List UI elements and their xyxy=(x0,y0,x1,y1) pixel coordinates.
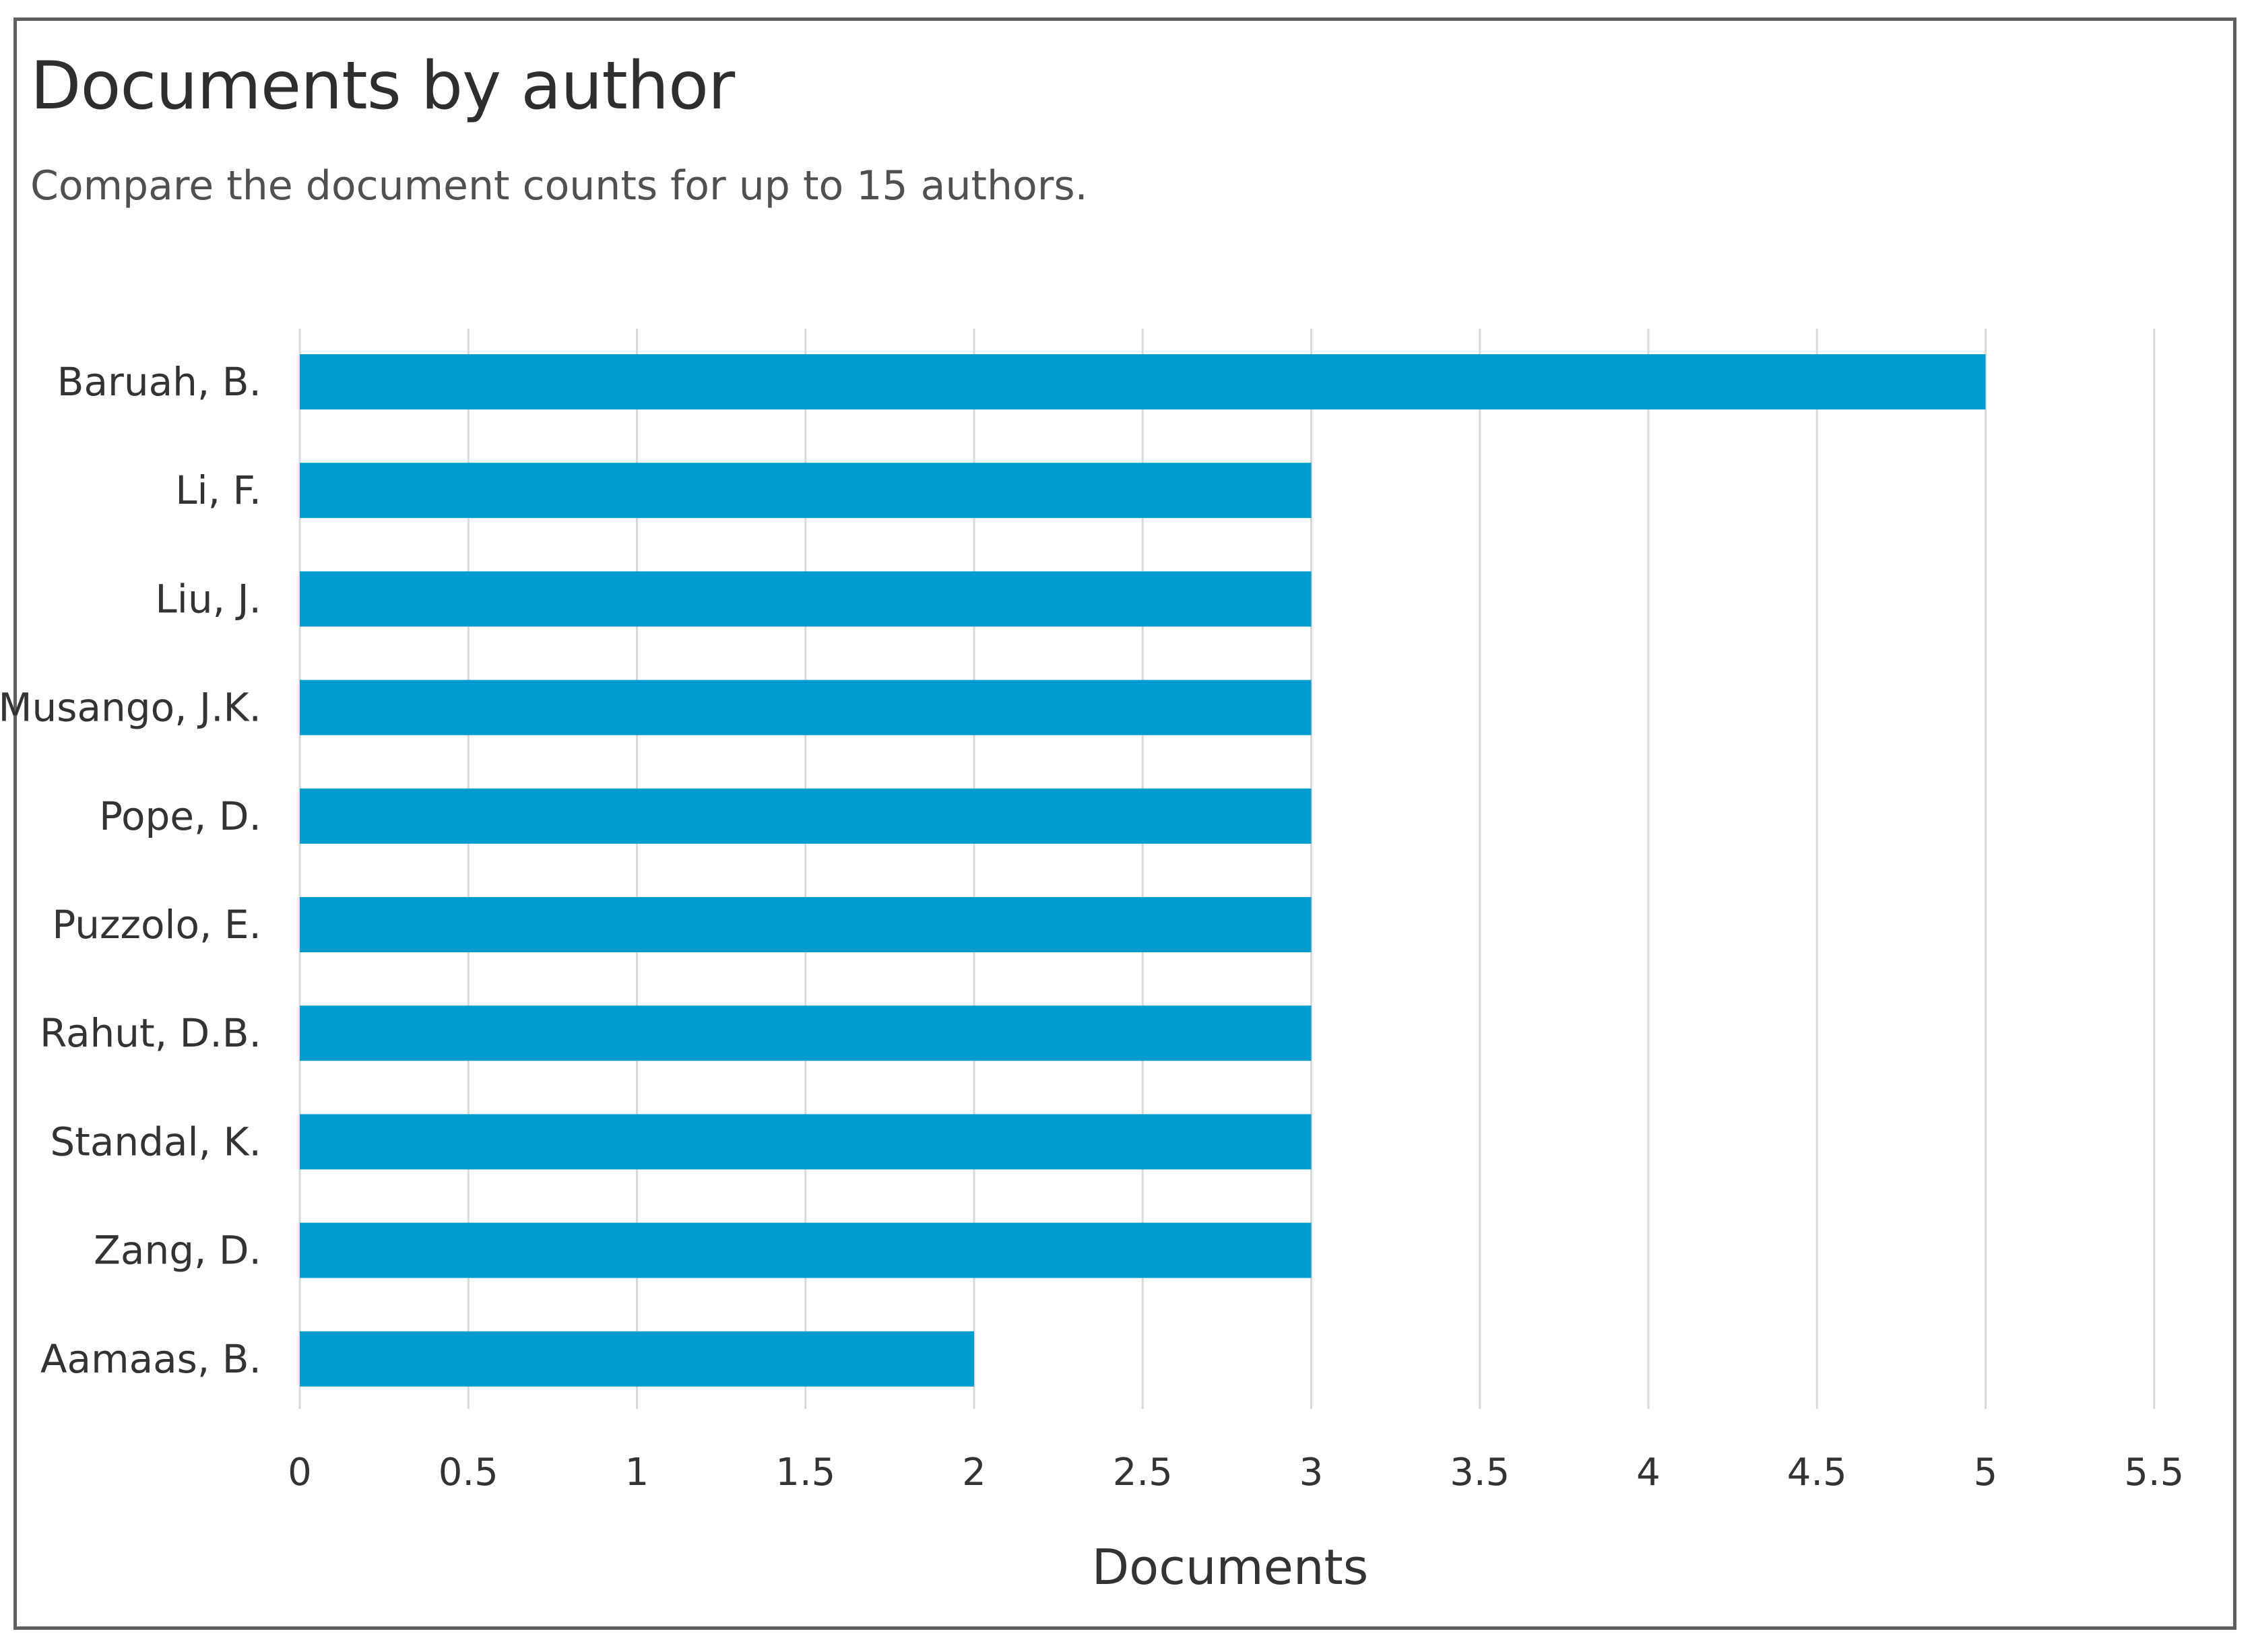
bar-2 xyxy=(300,571,1312,627)
x-tick-label-6: 3 xyxy=(1299,1451,1324,1494)
bar-6 xyxy=(300,1005,1312,1061)
bar-7 xyxy=(300,1114,1312,1170)
x-tick-label-10: 5 xyxy=(1974,1451,1998,1494)
category-label-8: Zang, D. xyxy=(94,1228,261,1274)
category-label-6: Rahut, D.B. xyxy=(40,1010,261,1056)
bar-5 xyxy=(300,897,1312,952)
bar-9 xyxy=(300,1331,974,1387)
bar-8 xyxy=(300,1222,1312,1278)
category-label-9: Aamaas, B. xyxy=(40,1336,261,1382)
x-tick-label-7: 3.5 xyxy=(1450,1451,1510,1494)
x-axis-label: Documents xyxy=(1092,1539,1369,1595)
x-tick-label-5: 2.5 xyxy=(1113,1451,1173,1494)
x-tick-label-3: 1.5 xyxy=(775,1451,835,1494)
x-tick-label-9: 4.5 xyxy=(1787,1451,1847,1494)
category-label-2: Liu, J. xyxy=(155,576,261,622)
category-label-5: Puzzolo, E. xyxy=(52,902,261,948)
x-tick-label-0: 0 xyxy=(288,1451,312,1494)
chart-subtitle: Compare the document counts for up to 15… xyxy=(30,162,1088,209)
x-tick-label-8: 4 xyxy=(1636,1451,1661,1494)
x-tick-label-1: 0.5 xyxy=(439,1451,498,1494)
bar-0 xyxy=(300,354,1986,409)
x-tick-label-11: 5.5 xyxy=(2124,1451,2184,1494)
bar-1 xyxy=(300,463,1312,519)
x-tick-label-4: 2 xyxy=(962,1451,986,1494)
category-label-4: Pope, D. xyxy=(99,793,261,839)
bar-4 xyxy=(300,788,1312,844)
bar-3 xyxy=(300,680,1312,735)
category-label-7: Standal, K. xyxy=(50,1119,261,1164)
chart-title: Documents by author xyxy=(30,48,735,125)
category-label-3: Musango, J.K. xyxy=(0,685,261,731)
x-tick-label-2: 1 xyxy=(625,1451,649,1494)
category-label-0: Baruah, B. xyxy=(57,359,261,405)
category-label-1: Li, F. xyxy=(175,467,261,513)
